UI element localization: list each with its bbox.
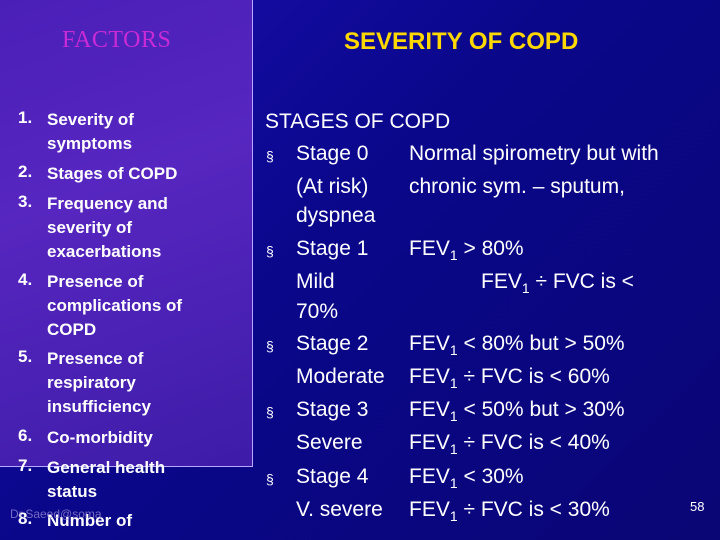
factor-number: 1. xyxy=(18,108,33,127)
stage-3-ratio: FEV1 ÷ FVC is < 40% xyxy=(409,431,610,457)
factor-number: 6. xyxy=(18,426,33,445)
factor-line: Number of xyxy=(47,511,132,530)
factor-number: 5. xyxy=(18,347,33,366)
factors-panel xyxy=(0,0,253,467)
factor-line: Presence of xyxy=(47,349,144,368)
stages-heading: STAGES OF COPD xyxy=(265,110,451,133)
stage-1-sublabel: Mild xyxy=(296,270,335,293)
stage-4-fev: FEV1 < 30% xyxy=(409,465,524,491)
stage-1-ratio-cont: 70% xyxy=(296,300,339,323)
factor-line: exacerbations xyxy=(47,242,162,261)
factors-title: FACTORS xyxy=(62,27,172,53)
factor-line: symptoms xyxy=(47,134,133,153)
stage-3-label: Stage 3 xyxy=(296,398,369,421)
factor-line: status xyxy=(47,482,98,501)
stage-2-sublabel: Moderate xyxy=(296,365,385,388)
factor-line: Severity of xyxy=(47,110,134,129)
factor-line: General health xyxy=(47,458,166,477)
stage-3-fev: FEV1 < 50% but > 30% xyxy=(409,398,625,424)
factor-line: Presence of xyxy=(47,272,144,291)
stage-3-sublabel: Severe xyxy=(296,431,363,454)
stage-2-fev: FEV1 < 80% but > 50% xyxy=(409,332,625,358)
stage-4-ratio: FEV1 ÷ FVC is < 30% xyxy=(409,498,610,524)
watermark: Dr.Saeed@soma xyxy=(10,507,102,521)
bullet-icon: § xyxy=(266,243,274,259)
factor-line: respiratory xyxy=(47,373,136,392)
bullet-icon: § xyxy=(266,404,274,420)
factor-number: 7. xyxy=(18,456,33,475)
stage-1-label: Stage 1 xyxy=(296,237,369,260)
factor-number: 3. xyxy=(18,192,33,211)
factor-line: COPD xyxy=(47,320,97,339)
factor-line: Stages of COPD xyxy=(47,164,178,183)
bullet-icon: § xyxy=(266,148,274,164)
factor-line: insufficiency xyxy=(47,397,151,416)
stage-0-desc-cont: chronic sym. – sputum, xyxy=(409,175,625,198)
factor-number: 2. xyxy=(18,162,33,181)
stage-0-desc: Normal spirometry but with xyxy=(409,142,659,165)
stage-2-label: Stage 2 xyxy=(296,332,369,355)
stage-4-sublabel: V. severe xyxy=(296,498,383,521)
stage-0-desc-cont: dyspnea xyxy=(296,204,376,227)
stage-0-label: Stage 0 xyxy=(296,142,369,165)
factor-line: complications of xyxy=(47,296,183,315)
page-number: 58 xyxy=(690,499,705,514)
bullet-icon: § xyxy=(266,471,274,487)
stage-1-ratio: FEV1 ÷ FVC is < xyxy=(481,270,634,296)
severity-title: SEVERITY OF COPD xyxy=(344,28,579,55)
factor-line: Co-morbidity xyxy=(47,428,153,447)
factor-number: 8. xyxy=(18,509,33,528)
bullet-icon: § xyxy=(266,338,274,354)
stage-4-label: Stage 4 xyxy=(296,465,369,488)
factor-line: Frequency and xyxy=(47,194,168,213)
stage-2-ratio: FEV1 ÷ FVC is < 60% xyxy=(409,365,610,391)
stage-1-fev: FEV1 > 80% xyxy=(409,237,524,263)
factor-line: severity of xyxy=(47,218,133,237)
stage-0-sublabel: (At risk) xyxy=(296,175,369,198)
factor-number: 4. xyxy=(18,270,33,289)
